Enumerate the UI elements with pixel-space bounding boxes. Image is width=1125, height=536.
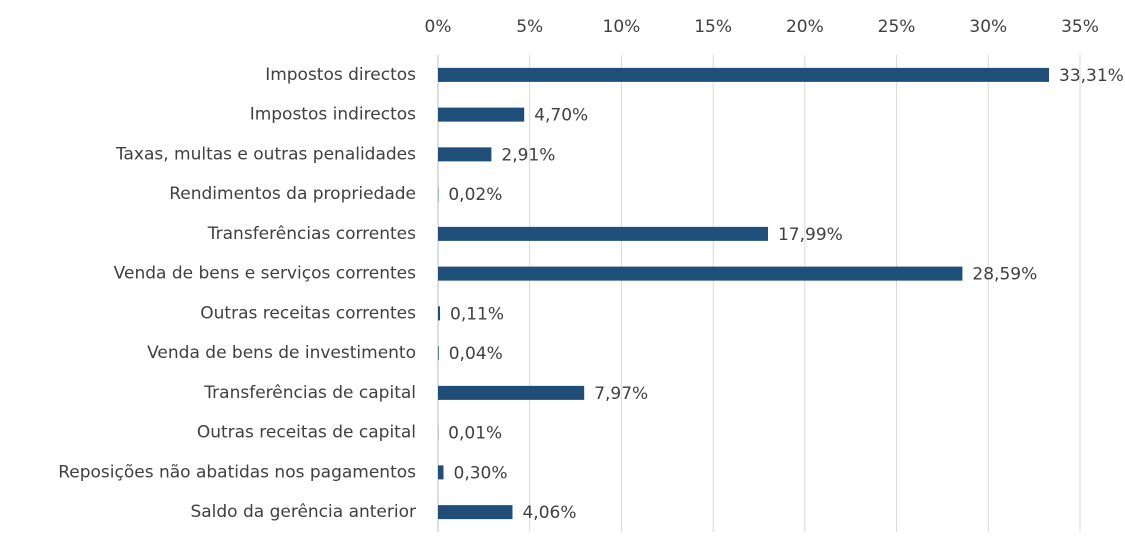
x-tick-label: 30% [969,17,1007,37]
value-label: 28,59% [972,265,1037,285]
bar [438,267,962,281]
x-tick-label: 0% [425,17,452,37]
value-label: 33,31% [1059,66,1124,86]
value-label: 2,91% [501,145,555,165]
value-label: 0,04% [449,344,503,364]
y-tick-label: Impostos directos [265,65,416,85]
x-tick-label: 25% [878,17,916,37]
bar [438,465,444,479]
value-label: 0,11% [450,304,504,324]
x-tick-label: 35% [1061,17,1099,37]
bar [438,147,491,161]
x-tick-label: 10% [603,17,641,37]
x-tick-label: 15% [694,17,732,37]
value-label: 0,01% [448,424,502,444]
value-label: 4,06% [522,503,576,523]
bar [438,505,512,519]
y-tick-label: Transferências correntes [207,224,416,244]
value-label: 4,70% [534,106,588,126]
y-tick-label: Rendimentos da propriedade [169,184,416,204]
x-tick-label: 5% [516,17,543,37]
y-tick-label: Impostos indirectos [250,105,416,125]
value-label: 0,30% [454,463,508,483]
y-tick-label: Transferências de capital [203,383,416,403]
y-tick-label: Taxas, multas e outras penalidades [115,144,416,164]
value-label: 0,02% [448,185,502,205]
x-tick-label: 20% [786,17,824,37]
bar [438,108,524,122]
bar [438,306,440,320]
y-tick-label: Outras receitas de capital [197,423,416,443]
y-tick-label: Venda de bens de investimento [147,343,416,363]
y-tick-label: Reposições não abatidas nos pagamentos [58,462,416,482]
bar [438,346,439,360]
y-tick-label: Venda de bens e serviços correntes [114,264,416,284]
y-tick-label: Saldo da gerência anterior [190,502,416,522]
bar [438,386,584,400]
y-tick-label: Outras receitas correntes [200,303,416,323]
value-label: 17,99% [778,225,843,245]
value-label: 7,97% [594,384,648,404]
bar [438,68,1049,82]
bar [438,227,768,241]
